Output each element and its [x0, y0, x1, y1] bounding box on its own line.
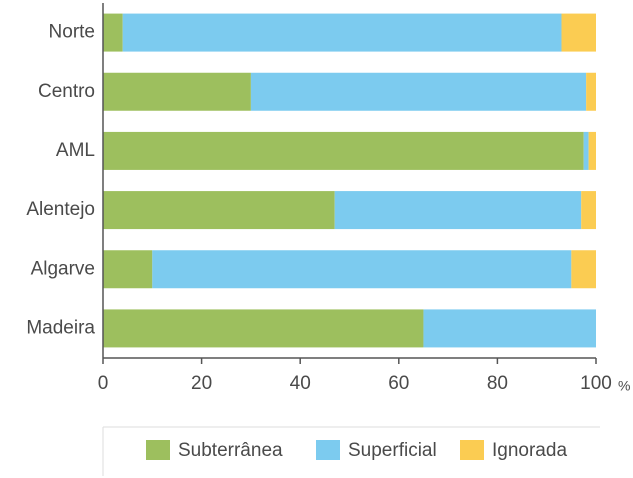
y-tick-label: AML — [56, 140, 95, 161]
x-axis-label: % — [618, 378, 630, 394]
bar-segment — [103, 309, 424, 348]
y-tick-label: Madeira — [26, 317, 95, 338]
bar-segment — [588, 131, 596, 170]
legend-label: Superficial — [348, 440, 437, 461]
y-tick-label: Norte — [49, 22, 95, 43]
bar-segment — [583, 131, 589, 170]
y-tick-label: Alentejo — [26, 199, 95, 220]
legend-label: Ignorada — [492, 440, 567, 461]
bar-segment — [561, 13, 596, 52]
bar-segment — [571, 250, 596, 289]
x-tick-label: 100 — [580, 373, 612, 394]
bar-segment — [103, 191, 335, 230]
bar-segment — [122, 13, 562, 52]
legend-swatch — [460, 440, 484, 460]
bar-segment — [152, 250, 572, 289]
legend-swatch — [146, 440, 170, 460]
x-tick-label: 40 — [290, 373, 311, 394]
legend-label: Subterrânea — [178, 440, 283, 461]
y-tick-label: Algarve — [31, 258, 95, 279]
x-tick-label: 80 — [487, 373, 508, 394]
bar-segment — [423, 309, 596, 348]
bar-segment — [250, 72, 587, 111]
x-tick-label: 60 — [388, 373, 409, 394]
bar-segment — [103, 13, 123, 52]
bar-segment — [334, 191, 582, 230]
legend-swatch — [316, 440, 340, 460]
bar-segment — [103, 131, 584, 170]
bar-segment — [581, 191, 596, 230]
y-tick-label: Centro — [38, 81, 95, 102]
bar-segment — [586, 72, 596, 111]
bar-segment — [103, 72, 251, 111]
x-tick-label: 20 — [191, 373, 212, 394]
x-tick-label: 0 — [98, 373, 109, 394]
bar-segment — [103, 250, 153, 289]
